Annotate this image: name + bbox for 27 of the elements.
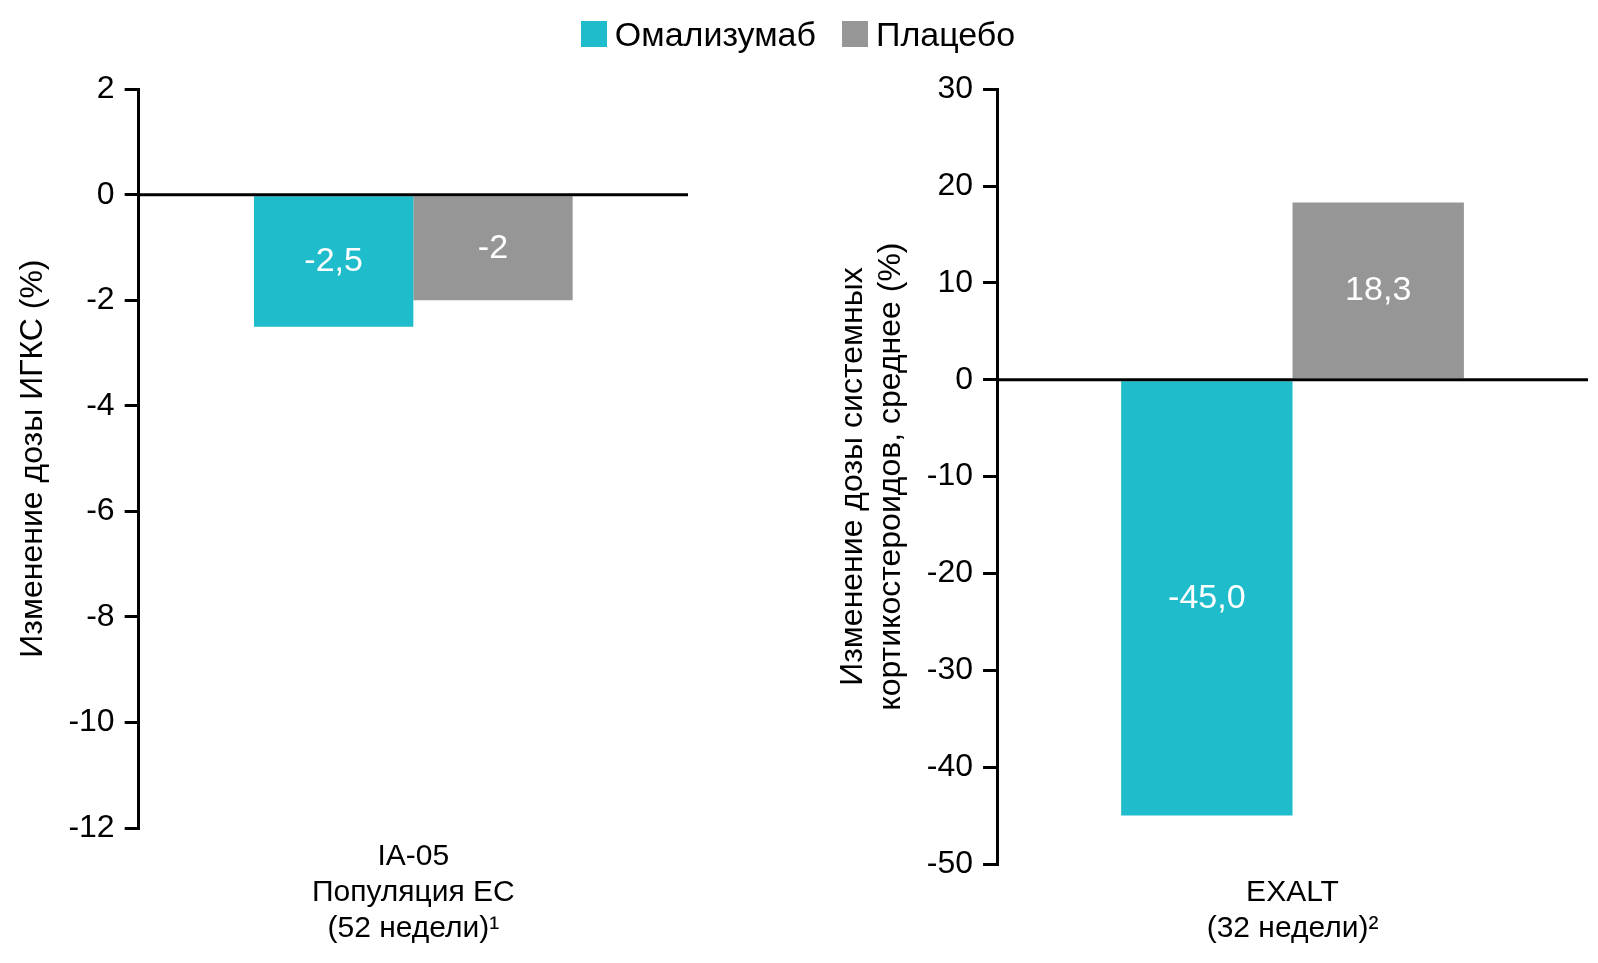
y-tick-label: -8 — [86, 596, 115, 633]
data-label: -2,5 — [304, 239, 363, 278]
y-tick-label: -30 — [926, 650, 974, 687]
y-tick-label: -10 — [68, 702, 115, 739]
y-tick-label: 20 — [937, 165, 974, 202]
data-label: 18,3 — [1345, 268, 1412, 307]
y-axis-title: Изменение дозы системных кортикостероидов, среднее (%) — [833, 242, 908, 711]
y-tick-label: -2 — [86, 280, 115, 317]
x-tick-label: IA-05 Популяция ЕС (52 недели)¹ — [311, 838, 515, 944]
y-tick-label: -40 — [926, 746, 974, 783]
data-label: -45,0 — [1168, 576, 1246, 615]
y-tick-label: -20 — [926, 553, 974, 590]
y-tick-label: -12 — [68, 807, 115, 844]
y-tick-label: -4 — [86, 385, 115, 422]
legend-label: Омализумаб — [614, 14, 816, 54]
y-tick-label: 0 — [96, 174, 115, 211]
y-tick-label: 0 — [955, 359, 974, 396]
y-tick-label: -50 — [926, 843, 974, 880]
y-axis-title: Изменение дозы ИГКС (%) — [13, 259, 50, 658]
y-tick-label: 2 — [96, 69, 115, 106]
y-tick-label: 10 — [937, 262, 974, 299]
x-tick-label: EXALT (32 недели)² — [1206, 874, 1379, 944]
data-label: -2 — [477, 226, 509, 265]
legend-label: Плацебо — [875, 14, 1016, 54]
y-tick-label: -10 — [926, 456, 974, 493]
y-tick-label: -6 — [86, 491, 115, 528]
y-tick-label: 30 — [937, 69, 974, 106]
